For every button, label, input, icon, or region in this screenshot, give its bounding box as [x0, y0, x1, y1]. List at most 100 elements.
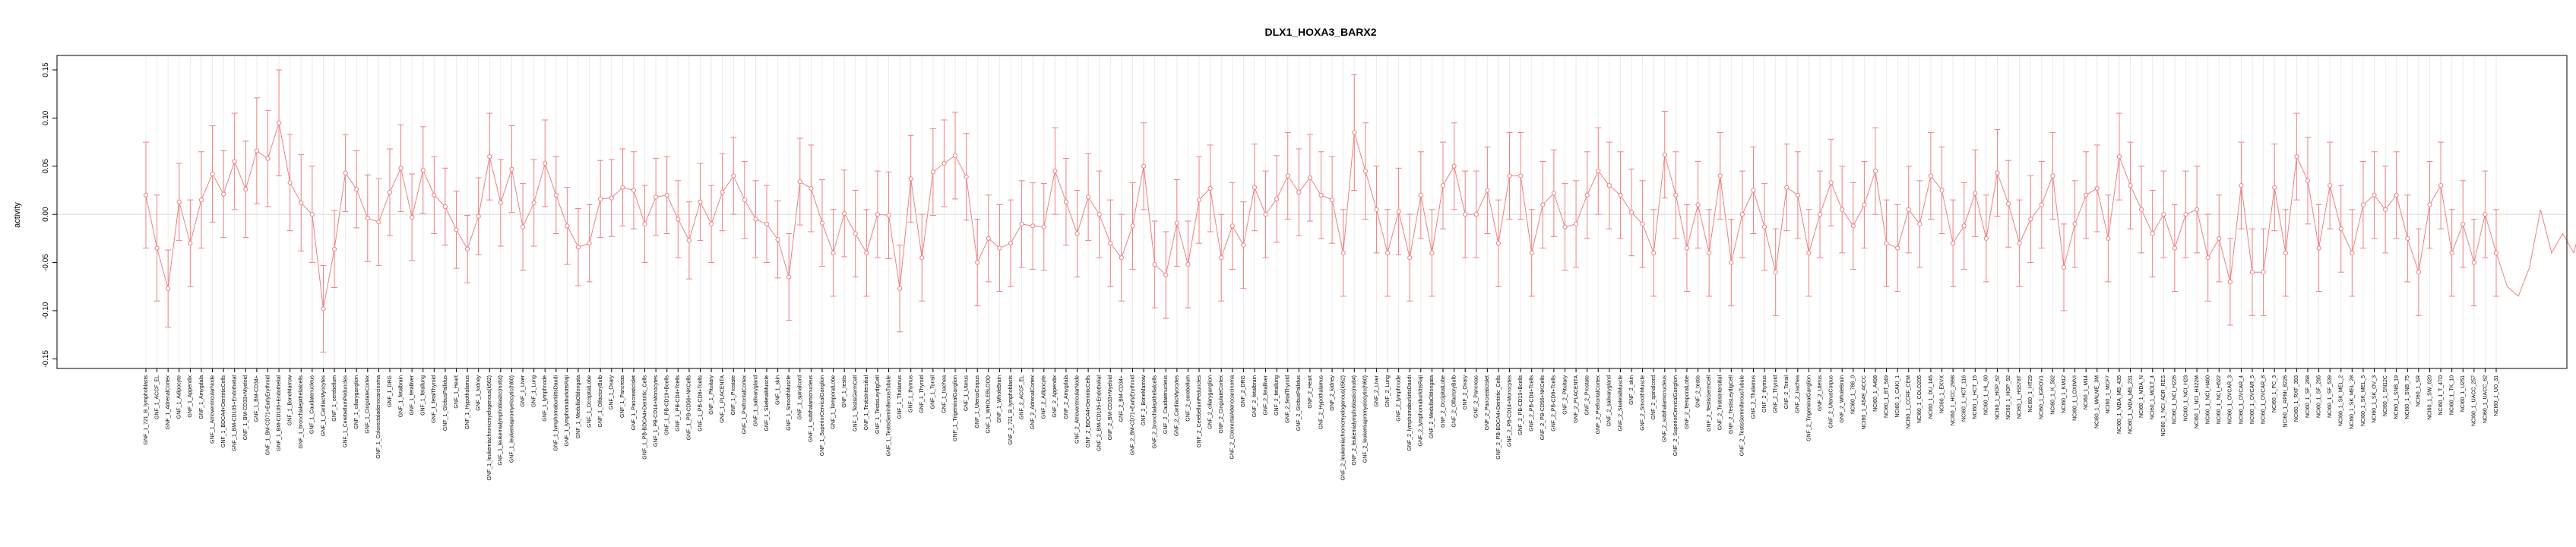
data-point: [1097, 212, 1102, 217]
data-point: [2106, 236, 2111, 241]
data-point: [797, 179, 802, 185]
data-point: [1495, 241, 1502, 246]
data-point: [2305, 178, 2311, 183]
data-point: [1174, 220, 1179, 226]
x-tick-label: GNF_1_WHOLEBLOOD: [986, 375, 992, 434]
x-tick-label: GNF_2_ColorectalAdenocarcinoma: [1230, 375, 1236, 460]
y-tick-label: -0.10: [42, 302, 50, 319]
x-tick-label: GNF_2_SuperiorCervicalGanglion: [1673, 375, 1679, 456]
data-point: [321, 306, 326, 311]
data-point: [1163, 272, 1169, 278]
data-point: [1939, 188, 1945, 193]
data-point: [1318, 192, 1324, 198]
x-tick-label: GNF_1_AtrioventricularNode: [210, 375, 215, 444]
data-point: [1030, 223, 1036, 229]
data-point: [2471, 260, 2476, 265]
data-point: [2061, 264, 2067, 270]
x-tick-label: GNF_1_PB-CD8+Tcells: [698, 375, 703, 432]
x-tick-label: GNF_2_721_B_lymphoblasts: [1008, 375, 1014, 445]
x-tick-label: GNF_2_Uterus: [1818, 375, 1823, 412]
x-tick-label: NCI60_1_HCT_116: [1962, 375, 1967, 422]
data-point: [908, 176, 913, 182]
x-tick-label: NCI60_1_SK_MEL_2: [2339, 375, 2344, 426]
x-tick-label: NCI60_1_HCT_15: [1973, 375, 1978, 419]
x-tick-label: GNF_1_Liver: [521, 375, 526, 406]
x-tick-label: GNF_1_BoneMarrow: [288, 375, 293, 425]
data-point: [2172, 245, 2178, 251]
x-tick-label: GNF_2_ciliaryganglion: [1207, 375, 1213, 429]
x-tick-label: GNF_1_TrigeminalGanglion: [953, 375, 958, 441]
data-point: [1418, 192, 1423, 198]
data-point: [276, 120, 282, 125]
x-tick-label: GNF_2_fetallung: [1274, 375, 1280, 416]
data-point: [2116, 154, 2122, 160]
x-tick-label: GNF_2_lymphnode: [1396, 375, 1401, 422]
data-point: [919, 255, 925, 261]
x-tick-label: GNF_1_TemporalLobe: [831, 375, 836, 429]
y-tick-label: 0.15: [42, 62, 50, 77]
x-tick-label: NCI60_1_M14: [2084, 375, 2089, 409]
x-tick-label: GNF_1_BM-CD34+: [255, 375, 260, 422]
data-point: [1362, 169, 1368, 174]
data-point: [1928, 173, 1934, 179]
x-tick-label: GNF_1_MedullaOblongata: [576, 375, 581, 438]
x-tick-label: GNF_2_Thalamus: [1751, 375, 1756, 419]
x-tick-label: GNF_2_trachea: [1796, 375, 1801, 413]
x-tick-label: GNF_1_Colorectaladenocarcinoma: [376, 375, 381, 459]
x-tick-label: NCI60_1_OVCAR_8: [2261, 375, 2266, 424]
data-point: [1806, 250, 1812, 255]
x-tick-label: GNF_2_PB-CD4+Tcells: [1530, 375, 1535, 432]
x-tick-label: GNF_1_Pancreas: [620, 375, 625, 419]
data-point: [2139, 207, 2144, 212]
data-points: [143, 120, 2499, 311]
x-tick-label: NCI60_1_NCI_H522: [2217, 375, 2222, 424]
data-point: [1618, 192, 1623, 198]
x-tick-label: GNF_2_leukemialymphoblastic(molt4): [1352, 375, 1357, 466]
data-point: [2161, 212, 2166, 217]
data-point: [2350, 250, 2355, 255]
data-point: [1751, 188, 1756, 193]
data-point: [831, 250, 836, 255]
data-point: [476, 213, 481, 219]
x-tick-label: GNF_2_Lung: [1385, 375, 1391, 407]
x-tick-label: GNF_2_PrefrontalCortex: [1596, 375, 1601, 435]
data-point: [1451, 163, 1457, 169]
x-tick-label: GNF_1_UterusCorpus: [975, 375, 980, 428]
data-point: [1274, 196, 1280, 201]
data-point: [1141, 163, 1147, 169]
x-tick-label: GNF_2_Ovary: [1463, 375, 1468, 410]
data-point: [1485, 188, 1490, 193]
x-tick-label: NCI60_1_LOXIMVI: [2072, 375, 2078, 421]
x-tick-label: GNF_1_Lung: [531, 375, 536, 407]
x-tick-label: GNF_1_lymphnode: [543, 375, 548, 422]
x-tick-label: NCI60_1_SNB_75: [2405, 375, 2410, 419]
data-point: [1518, 173, 1524, 179]
x-tick-label: GNF_2_BDCA4+DentriticCells: [1086, 375, 1091, 448]
data-point: [2338, 226, 2343, 232]
y-tick-label: 0.00: [42, 207, 50, 222]
x-tick-label: GNF_1_BDCA4+DentriticCells: [221, 375, 226, 448]
x-tick-label: NCI60_1_786_0: [1851, 375, 1856, 414]
x-tick-label: NCI60_1_MOLT_4: [2150, 375, 2156, 419]
data-point: [952, 153, 958, 158]
data-point: [509, 166, 514, 172]
x-tick-label: NCI60_1_UACC_62: [2483, 375, 2488, 423]
x-tick-label: GNF_2_Adipocyte: [1042, 375, 1047, 419]
data-point: [1973, 191, 1978, 196]
x-tick-label: GNF_2_lymphomaburkittsRaji: [1419, 375, 1424, 447]
x-tick-label: GNF_2_Pancreas: [1474, 375, 1479, 419]
x-tick-label: NCI60_1_NCI_H460: [2206, 375, 2211, 424]
x-tick-label: NCI60_1_CCRF_CEM: [1907, 375, 1912, 429]
data-point: [1130, 223, 1135, 229]
data-point: [1828, 180, 1834, 185]
x-tick-label: GNF_2_CerebellumPeduncles: [1197, 375, 1202, 447]
data-point: [1463, 212, 1468, 217]
data-point: [188, 241, 193, 246]
data-point: [243, 187, 248, 192]
x-tick-label: GNF_1_PB-CD19+Bcells: [665, 375, 670, 435]
x-tick-label: NCI60_1_SR: [2416, 375, 2422, 406]
x-tick-label: GNF_1_721_B_lymphoblasts: [144, 375, 149, 445]
y-tick-label: 0.10: [42, 110, 50, 125]
activity-series-line: [145, 122, 2576, 309]
